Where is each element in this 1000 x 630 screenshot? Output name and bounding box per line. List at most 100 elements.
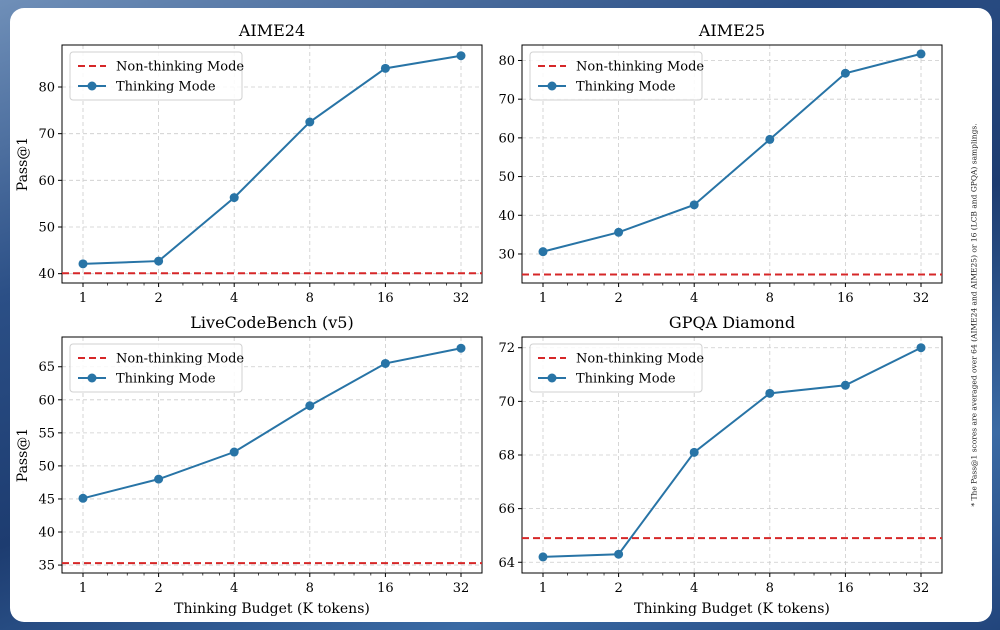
chart-1-ytick-label: 60	[38, 174, 55, 189]
chart-3-thinking-point	[305, 401, 315, 411]
chart-1-legend-box	[69, 51, 243, 101]
chart-4-legend-thinking-marker	[547, 373, 557, 383]
chart-2-ytick-label: 30	[498, 247, 515, 262]
chart-2-thinking-line	[542, 52, 922, 253]
chart-1-xtick-label: 8	[306, 291, 314, 306]
chart-1-title: AIME24	[238, 21, 305, 40]
chart-2-xtick-label: 4	[690, 291, 698, 306]
chart-4-ytick-label: 70	[498, 395, 515, 410]
chart-3-ylabel: Pass@1	[15, 428, 31, 482]
chart-4-thinking-point	[765, 388, 775, 398]
chart-2-frame	[521, 44, 943, 284]
chart-3-thinking-point	[456, 343, 466, 353]
chart-3-xtick-label: 4	[230, 581, 238, 596]
chart-3-xlabel: Thinking Budget (K tokens)	[174, 601, 370, 617]
chart-4-xtick-label: 16	[837, 581, 854, 596]
chart-4-xtick-label: 2	[614, 581, 622, 596]
chart-4-xtick-label: 8	[766, 581, 774, 596]
chart-4-thinking-line	[542, 346, 922, 558]
chart-4-thinking-point	[538, 552, 548, 562]
chart-1-thinking-point	[154, 256, 164, 266]
chart-4-title: GPQA Diamond	[669, 313, 795, 332]
chart-1-legend-thinking-label: Thinking Mode	[116, 80, 216, 95]
chart-3-ytick-label: 45	[38, 492, 55, 507]
chart-1-xtick-label: 4	[230, 291, 238, 306]
chart-3-ytick-label: 65	[38, 360, 55, 375]
chart-1-frame	[61, 44, 483, 284]
chart-2-legend-thinking-marker	[547, 81, 557, 91]
chart-2-xtick-label: 2	[614, 291, 622, 306]
footnote: * The Pass@1 scores are averaged over 64…	[969, 123, 979, 507]
chart-4-thinking-point	[689, 447, 699, 457]
chart-2-thinking-point	[840, 68, 850, 78]
chart-3-xtick-label: 1	[79, 581, 87, 596]
chart-1-thinking-point	[78, 259, 88, 269]
chart-2-xtick-label: 16	[837, 291, 854, 306]
chart-3-xtick-label: 32	[453, 581, 470, 596]
chart-1-legend-thinking-marker	[87, 81, 97, 91]
chart-3-thinking-point	[154, 474, 164, 484]
chart-4-xtick-label: 32	[913, 581, 930, 596]
chart-2-thinking-point	[689, 200, 699, 210]
chart-4-thinking-point	[916, 343, 926, 353]
figure-card: 40 50 60 70 80 1 2 4 8 16 32 AIME24 Pass@1 Non-thinki…	[10, 8, 992, 622]
chart-3-legend-box	[69, 343, 243, 393]
chart-1-thinking-point	[229, 193, 239, 203]
figure-canvas: 40 50 60 70 80 1 2 4 8 16 32 AIME24 Pass@1 Non-thinki…	[15, 21, 943, 617]
chart-3-ytick-label: 55	[38, 426, 55, 441]
chart-1-xtick-label: 1	[79, 291, 87, 306]
chart-3-thinking-point	[229, 447, 239, 457]
chart-3-thinking-line	[82, 347, 462, 500]
chart-4-thinking-point	[614, 549, 624, 559]
chart-2-thinking-point	[765, 134, 775, 144]
chart-1-ylabel: Pass@1	[15, 137, 31, 191]
chart-2-ytick-label: 60	[498, 131, 515, 146]
chart-4-xlabel: Thinking Budget (K tokens)	[634, 601, 830, 617]
chart-2-thinking-point	[538, 247, 548, 257]
chart-1-thinking-point	[456, 51, 466, 61]
chart-3-ytick-label: 60	[38, 393, 55, 408]
chart-3-thinking-point	[380, 358, 390, 368]
chart-2-thinking-point	[916, 49, 926, 59]
chart-2-legend-non-thinking-label: Non-thinking Mode	[576, 60, 704, 75]
chart-2-legend-box	[529, 51, 703, 101]
chart-3-ytick-label: 35	[38, 559, 55, 574]
chart-3-ytick-label: 50	[38, 459, 55, 474]
chart-2-ytick-label: 50	[498, 170, 515, 185]
chart-4-ytick-label: 72	[498, 341, 515, 356]
chart-4-thinking-point	[840, 380, 850, 390]
chart-4-ytick-label: 64	[498, 556, 515, 571]
chart-2-ytick-label: 80	[498, 54, 515, 69]
chart-1-xtick-label: 2	[154, 291, 162, 306]
chart-3-xtick-label: 2	[154, 581, 162, 596]
chart-1-xtick-label: 32	[453, 291, 470, 306]
chart-4-ytick-label: 66	[498, 502, 515, 517]
chart-2-ytick-label: 70	[498, 93, 515, 108]
chart-3-legend-thinking-marker	[87, 373, 97, 383]
chart-4-xtick-label: 1	[539, 581, 547, 596]
chart-1-thinking-point	[305, 117, 315, 127]
chart-1-ytick-label: 80	[38, 81, 55, 96]
chart-3-legend-non-thinking-label: Non-thinking Mode	[116, 352, 244, 367]
chart-3-xtick-label: 8	[306, 581, 314, 596]
chart-1-xtick-label: 16	[377, 291, 394, 306]
chart-2-title: AIME25	[698, 21, 765, 40]
chart-4-legend-thinking-label: Thinking Mode	[576, 372, 676, 387]
chart-3-ytick-label: 40	[38, 526, 55, 541]
chart-1-ytick-label: 70	[38, 127, 55, 142]
chart-4-legend-non-thinking-label: Non-thinking Mode	[576, 352, 704, 367]
chart-2-thinking-point	[614, 227, 624, 237]
chart-3-frame	[61, 336, 483, 574]
chart-3-xtick-label: 16	[377, 581, 394, 596]
chart-2-legend-thinking-label: Thinking Mode	[576, 80, 676, 95]
chart-2-xtick-label: 1	[539, 291, 547, 306]
chart-1-ytick-label: 40	[38, 267, 55, 282]
chart-3-legend-thinking-label: Thinking Mode	[116, 372, 216, 387]
chart-1-ytick-label: 50	[38, 221, 55, 236]
chart-3-thinking-point	[78, 493, 88, 503]
chart-4-xtick-label: 4	[690, 581, 698, 596]
chart-1-thinking-line	[82, 54, 462, 265]
chart-1-legend-non-thinking-label: Non-thinking Mode	[116, 60, 244, 75]
chart-2-ytick-label: 40	[498, 209, 515, 224]
chart-4-ytick-label: 68	[498, 449, 515, 464]
